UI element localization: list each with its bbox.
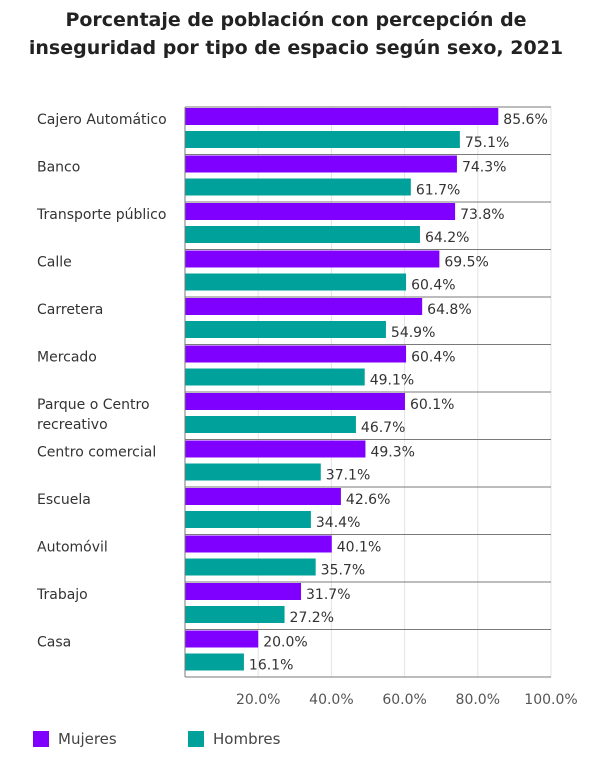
x-tick-label: 80.0% bbox=[456, 692, 500, 708]
bar-mujeres bbox=[185, 440, 366, 458]
bar-hombres bbox=[185, 558, 316, 576]
bar-mujeres bbox=[185, 108, 499, 125]
bar-mujeres bbox=[185, 583, 302, 600]
bar-mujeres bbox=[185, 393, 405, 410]
legend-label-hombres: Hombres bbox=[213, 730, 281, 748]
data-label-mujeres: 42.6% bbox=[346, 492, 390, 508]
category-label: Trabajo bbox=[36, 587, 88, 603]
row-separators bbox=[185, 106, 551, 678]
data-label-mujeres: 31.7% bbox=[306, 587, 350, 603]
category-label: Centro comercial bbox=[37, 445, 156, 461]
category-label: Cajero Automático bbox=[37, 112, 167, 128]
data-labels: 85.6% 75.1% 74.3%61.7%73.8% 64.2% 69.5% 60.4%… bbox=[249, 112, 548, 674]
bar-hombres bbox=[185, 606, 285, 623]
x-tick-label: 20.0% bbox=[236, 692, 280, 708]
data-label-hombres: 60.4% bbox=[411, 278, 455, 294]
bars bbox=[185, 108, 499, 671]
bar-hombres bbox=[185, 321, 386, 338]
bar-hombres bbox=[185, 226, 420, 243]
data-label-mujeres: 74.3% bbox=[462, 160, 506, 176]
legend-label-mujeres: Mujeres bbox=[58, 730, 117, 748]
bar-mujeres bbox=[185, 535, 332, 553]
bar-mujeres bbox=[185, 298, 423, 315]
legend-item-mujeres: Mujeres bbox=[33, 730, 117, 748]
category-label: recreativo bbox=[37, 417, 108, 433]
data-label-hombres: 35.7% bbox=[321, 563, 365, 579]
data-label-mujeres: 69.5% bbox=[444, 255, 488, 271]
x-tick-label: 100.0% bbox=[524, 692, 577, 708]
data-label-mujeres: 60.1% bbox=[410, 397, 454, 413]
data-label-hombres: 64.2% bbox=[425, 230, 469, 246]
category-label: Banco bbox=[37, 160, 80, 176]
x-tick-label: 40.0% bbox=[309, 692, 353, 708]
chart-title: Porcentaje de población con percepción d… bbox=[0, 6, 592, 62]
category-label: Calle bbox=[37, 255, 72, 271]
data-label-hombres: 16.1% bbox=[249, 658, 293, 674]
data-label-mujeres: 85.6% bbox=[503, 112, 547, 128]
bar-hombres bbox=[185, 653, 244, 671]
data-label-mujeres: 60.4% bbox=[411, 350, 455, 366]
data-label-mujeres: 73.8% bbox=[460, 207, 504, 223]
legend-item-hombres: Hombres bbox=[188, 730, 280, 748]
category-label: Escuela bbox=[37, 492, 91, 508]
bar-mujeres bbox=[185, 203, 456, 220]
category-label: Automóvil bbox=[37, 540, 108, 556]
category-label: Transporte público bbox=[36, 207, 166, 223]
bar-hombres bbox=[185, 463, 321, 481]
bar-hombres bbox=[185, 511, 311, 528]
legend-swatch-hombres bbox=[188, 731, 204, 747]
bar-mujeres bbox=[185, 488, 341, 505]
category-label: Carretera bbox=[37, 302, 103, 318]
x-tick-label: 60.0% bbox=[382, 692, 426, 708]
data-label-mujeres: 20.0% bbox=[263, 635, 307, 651]
bar-hombres bbox=[185, 178, 411, 196]
bar-mujeres bbox=[185, 345, 407, 363]
bar-hombres bbox=[185, 368, 365, 386]
x-axis-ticks: 20.0% 40.0% 60.0% 80.0% 100.0% bbox=[236, 692, 578, 708]
data-label-mujeres: 40.1% bbox=[337, 540, 381, 556]
data-label-hombres: 75.1% bbox=[465, 135, 509, 151]
bar-mujeres bbox=[185, 155, 457, 173]
bar-mujeres bbox=[185, 250, 440, 268]
legend-swatch-mujeres bbox=[33, 731, 49, 747]
data-label-mujeres: 49.3% bbox=[370, 445, 414, 461]
data-label-hombres: 49.1% bbox=[370, 373, 414, 389]
data-label-hombres: 61.7% bbox=[416, 183, 460, 199]
data-label-hombres: 27.2% bbox=[290, 610, 334, 626]
category-labels: Cajero Automático Banco Transporte público… bbox=[36, 112, 167, 651]
data-label-hombres: 34.4% bbox=[316, 515, 360, 531]
bar-hombres bbox=[185, 273, 407, 291]
data-label-hombres: 37.1% bbox=[326, 468, 370, 484]
bar-hombres bbox=[185, 416, 356, 433]
chart-title-line-1: Porcentaje de población con percepción d… bbox=[65, 9, 527, 31]
category-label: Parque o Centro bbox=[37, 397, 150, 413]
data-label-hombres: 54.9% bbox=[391, 325, 435, 341]
category-label: Mercado bbox=[37, 350, 97, 366]
bar-mujeres bbox=[185, 630, 259, 648]
category-label: Casa bbox=[37, 635, 71, 651]
chart-title-line-2: inseguridad por tipo de espacio según se… bbox=[28, 37, 564, 59]
data-label-mujeres: 64.8% bbox=[427, 302, 471, 318]
data-label-hombres: 46.7% bbox=[361, 420, 405, 436]
bar-chart: 85.6% 75.1% 74.3%61.7%73.8% 64.2% 69.5% 60.4%… bbox=[36, 106, 578, 708]
bar-hombres bbox=[185, 131, 460, 148]
